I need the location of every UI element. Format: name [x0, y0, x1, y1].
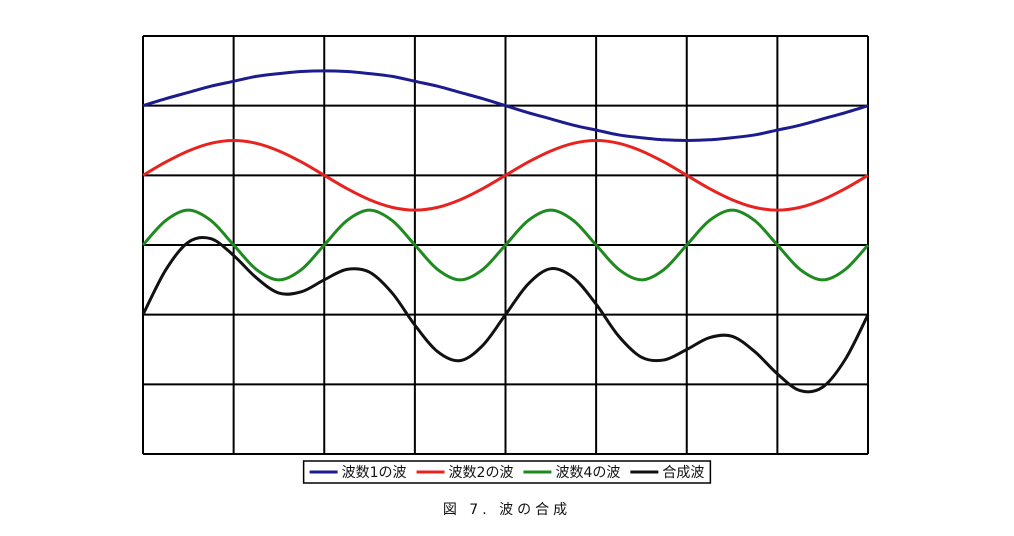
line-series [142, 138, 869, 212]
caption: 図 7. 波の合成 [443, 502, 571, 518]
legend-box [302, 460, 712, 484]
line-series [142, 69, 869, 143]
line-series [141, 235, 870, 394]
legend-label: 波数4の波 [555, 465, 620, 481]
legend-label: 波数2の波 [449, 465, 514, 481]
legend-label: 波数1の波 [342, 465, 407, 481]
line-series [141, 208, 870, 282]
legend: 波数1の波 波数2の波 波数4の波 合成波 [302, 460, 712, 484]
legend-label: 合成波 [662, 465, 704, 481]
